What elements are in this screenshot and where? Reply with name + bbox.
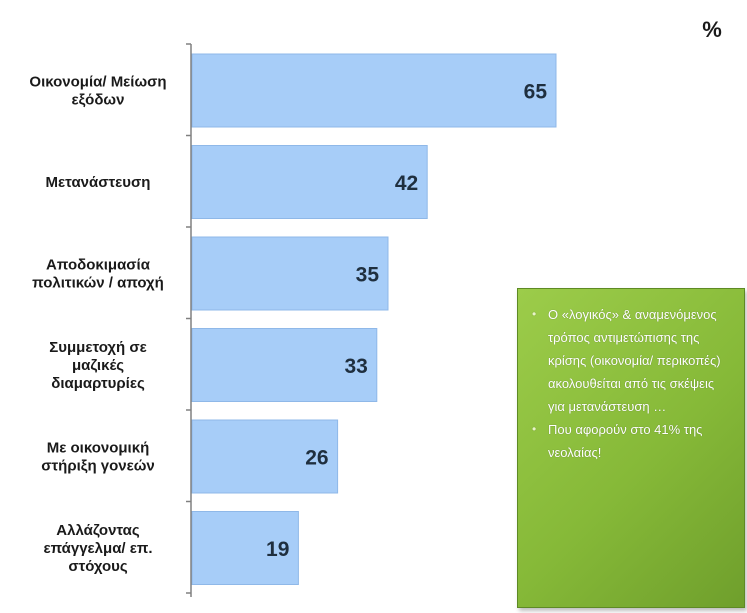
category-label-line: Οικονομία/ Μείωση [29, 74, 166, 91]
bar [191, 236, 389, 311]
unit-label: % [702, 17, 722, 42]
bar-value-label: 19 [266, 538, 289, 561]
bar-value-label: 33 [344, 355, 367, 378]
bar-value-label: 65 [524, 81, 548, 104]
value-labels: 65 42 35 33 26 19 [266, 81, 547, 562]
category-label: Συμμετοχή σε μαζικές διαμαρτυρίες [49, 339, 146, 392]
category-label-line: μαζικές [72, 357, 124, 374]
category-label-line: Αποδοκιμασία [46, 257, 151, 274]
bar [191, 53, 557, 128]
bar [191, 419, 339, 494]
category-label-line: Αλλάζοντας [56, 522, 140, 539]
annotation-list: Ο «λογικός» & αναμενόμενος τρόπος αντιμε… [530, 303, 734, 464]
category-label-line: Μετανάστευση [46, 174, 151, 191]
category-label: Με οικονομική στήριξη γονεών [41, 440, 155, 475]
category-label: Αποδοκιμασία πολιτικών / αποχή [32, 257, 164, 292]
annotation-item: Που αφορούν στο 41% της νεολαίας! [530, 418, 734, 464]
bars-group [191, 53, 557, 585]
bar-value-label: 35 [356, 264, 380, 287]
category-label: Οικονομία/ Μείωση εξόδων [29, 74, 166, 109]
category-label-line: Συμμετοχή σε [49, 339, 146, 356]
category-label-line: Με οικονομική [47, 440, 150, 457]
bar [191, 145, 428, 219]
category-label-line: στόχους [68, 558, 128, 575]
category-label-line: διαμαρτυρίες [51, 375, 145, 392]
bar-value-label: 26 [305, 447, 328, 470]
bar [191, 511, 299, 585]
annotation-box: Ο «λογικός» & αναμενόμενος τρόπος αντιμε… [517, 288, 745, 608]
category-label-line: εξόδων [72, 92, 125, 109]
y-axis [186, 43, 192, 597]
category-label-line: πολιτικών / αποχή [32, 275, 164, 292]
category-label: Αλλάζοντας επάγγελμα/ επ. στόχους [43, 522, 152, 575]
bar [191, 328, 378, 402]
annotation-item: Ο «λογικός» & αναμενόμενος τρόπος αντιμε… [530, 303, 734, 418]
category-label: Μετανάστευση [46, 174, 151, 191]
category-label-line: επάγγελμα/ επ. [43, 540, 152, 557]
bar-value-label: 42 [395, 172, 418, 195]
category-label-line: στήριξη γονεών [41, 458, 155, 475]
category-labels: Οικονομία/ Μείωση εξόδων Μετανάστευση Αποδο… [29, 74, 166, 576]
